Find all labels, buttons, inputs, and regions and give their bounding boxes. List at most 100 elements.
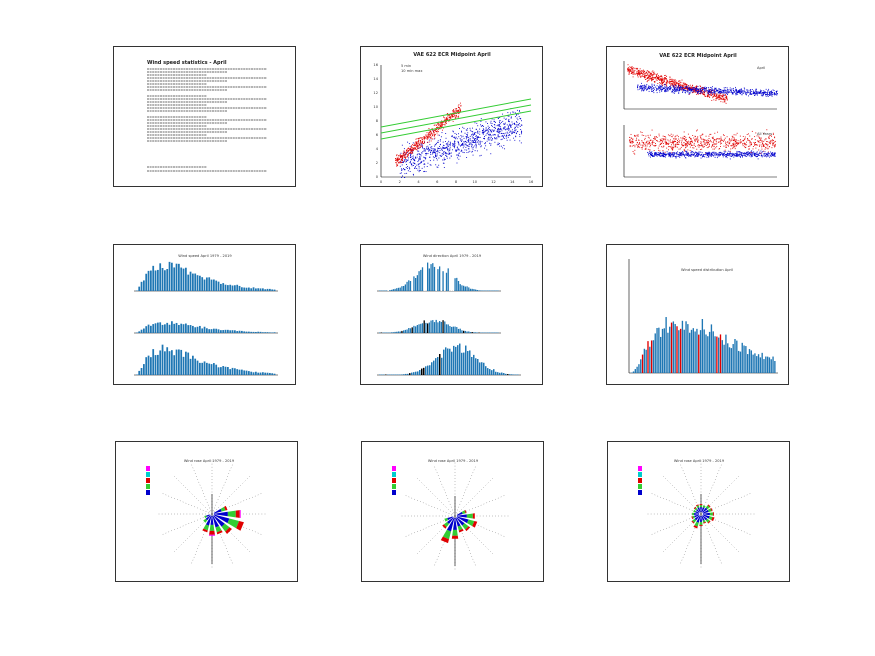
ts-point xyxy=(761,140,763,142)
ts-point xyxy=(640,147,642,149)
ts-point xyxy=(692,87,694,89)
ts-point xyxy=(732,93,734,95)
ts-point xyxy=(658,76,660,78)
scatter-point xyxy=(435,164,437,166)
ts-point xyxy=(690,137,691,139)
ts-point xyxy=(697,90,699,91)
ts-point xyxy=(769,143,771,144)
ts-point xyxy=(664,156,666,157)
ts-point xyxy=(712,136,714,138)
ts-point xyxy=(765,93,767,95)
scatter-point xyxy=(397,158,399,160)
ts-point xyxy=(759,91,761,93)
ts-point xyxy=(658,86,660,88)
hist-bar xyxy=(466,331,468,333)
ts-point xyxy=(738,90,740,92)
hist-bar xyxy=(385,374,387,375)
hist-bar xyxy=(238,369,241,375)
ts-point xyxy=(744,136,746,138)
scatter-point xyxy=(429,133,431,135)
scatter-point xyxy=(420,143,422,145)
rose-wedge xyxy=(467,519,475,527)
scatter-point xyxy=(458,113,460,115)
scatter-point xyxy=(428,147,430,149)
ts-point xyxy=(682,88,684,90)
ts-point xyxy=(696,91,698,93)
ts-point xyxy=(700,90,702,92)
scatter-point xyxy=(417,164,419,166)
ts-point xyxy=(656,140,658,141)
ts-point xyxy=(633,73,635,75)
ts-point xyxy=(632,141,634,142)
ts-point xyxy=(672,89,674,91)
ts-point xyxy=(639,72,641,74)
scatter-point xyxy=(417,141,419,143)
scatter-point xyxy=(440,124,442,126)
scatter-point xyxy=(468,140,470,142)
ts-point xyxy=(696,152,698,154)
scatter-point xyxy=(424,163,426,165)
ts-point xyxy=(687,88,689,90)
ts-point xyxy=(697,88,699,90)
scatter-point xyxy=(412,151,413,153)
ts-point xyxy=(721,90,723,92)
ts-point xyxy=(768,153,769,155)
ts-point xyxy=(633,71,635,73)
ts-point xyxy=(691,138,692,140)
scatter-point xyxy=(429,137,431,139)
ts-point xyxy=(740,91,742,93)
ts-point xyxy=(715,147,717,149)
scatter-point xyxy=(429,156,431,158)
scatter-point xyxy=(404,152,405,154)
ts-point xyxy=(671,83,673,85)
ts-point xyxy=(679,85,681,86)
ts-point xyxy=(666,142,668,144)
ts-point xyxy=(659,91,661,93)
ts-point xyxy=(722,92,724,94)
ts-point xyxy=(720,95,722,97)
hist-bar xyxy=(236,369,239,375)
hist-bar xyxy=(640,359,642,373)
ts-point xyxy=(695,86,697,88)
hist-bar xyxy=(241,369,243,375)
ts-point xyxy=(631,67,633,69)
ts-point xyxy=(696,155,698,157)
scatter-point xyxy=(424,137,425,139)
ts-point xyxy=(725,156,727,157)
hist-bar xyxy=(182,356,185,375)
scatter-point xyxy=(436,130,438,132)
ts-point xyxy=(754,93,756,95)
ts-point xyxy=(742,140,744,142)
hist-bar xyxy=(157,269,159,291)
ts-point xyxy=(710,141,712,143)
scatter-point xyxy=(426,148,428,150)
scatter-point xyxy=(515,129,517,131)
ts-point xyxy=(685,87,686,89)
ts-point xyxy=(643,89,645,91)
ts-point xyxy=(652,72,654,74)
scatter-point xyxy=(456,150,458,151)
ts-point xyxy=(763,140,765,142)
ts-point xyxy=(697,136,699,138)
hist-bar xyxy=(257,372,260,375)
ts-point xyxy=(670,83,672,85)
scatter-point xyxy=(436,153,438,155)
ts-point xyxy=(725,92,727,93)
ts-point xyxy=(659,84,661,86)
ts-point xyxy=(767,90,769,92)
ts-point xyxy=(709,96,711,98)
rose-wedge xyxy=(702,512,710,516)
scatter-point xyxy=(415,166,417,168)
hist-bar xyxy=(491,370,493,375)
scatter-point xyxy=(397,157,399,159)
ts-point xyxy=(642,88,644,90)
ts-point xyxy=(732,145,734,147)
scatter-point xyxy=(488,134,490,136)
ts-point xyxy=(645,74,647,76)
ts-point xyxy=(698,93,700,95)
scatter-point xyxy=(466,149,468,151)
ts-point xyxy=(708,90,710,92)
scatter-point xyxy=(406,151,408,153)
ts-point xyxy=(696,154,698,156)
ts-point xyxy=(677,82,679,84)
